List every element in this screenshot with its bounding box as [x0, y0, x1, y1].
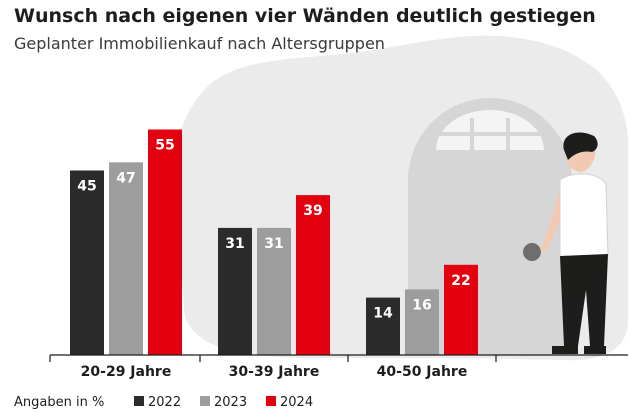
door-knob: [523, 243, 541, 261]
bar-2023-1: [257, 227, 291, 355]
category-label-0: 20-29 Jahre: [81, 364, 172, 380]
value-label-2022-2: 14: [373, 306, 393, 322]
legend-swatch-2024: [266, 396, 276, 406]
value-label-2022-0: 45: [77, 179, 96, 195]
category-label-2: 40-50 Jahre: [377, 364, 468, 380]
value-label-2023-1: 31: [264, 236, 283, 252]
value-label-2022-1: 31: [225, 236, 244, 252]
bar-2024-1: [296, 195, 330, 355]
bar-2023-0: [109, 162, 143, 355]
legend-items: 2022 2023 2024: [134, 395, 313, 410]
x-axis: [49, 354, 628, 362]
legend-label-2023: 2023: [214, 395, 247, 410]
chart-subtitle: Geplanter Immobilienkauf nach Altersgrup…: [14, 34, 385, 53]
legend-swatch-2022: [134, 396, 144, 406]
bar-2024-0: [148, 129, 182, 355]
value-labels-group: 45 47 55 31 31 39 14 16 22: [77, 138, 470, 322]
legend-title: Angaben in %: [14, 395, 104, 410]
value-label-2024-2: 22: [451, 273, 470, 289]
value-label-2024-1: 39: [303, 203, 322, 219]
value-label-2024-0: 55: [155, 138, 174, 154]
door-window: [436, 110, 544, 150]
value-label-2023-0: 47: [116, 170, 135, 186]
chart-title: Wunsch nach eigenen vier Wänden deutlich…: [14, 5, 596, 27]
bar-2022-0: [70, 170, 104, 355]
bar-2022-1: [218, 227, 252, 355]
category-labels-group: 20-29 Jahre 30-39 Jahre 40-50 Jahre: [81, 364, 468, 380]
legend-label-2022: 2022: [148, 395, 181, 410]
bars-group: [70, 129, 478, 355]
category-label-1: 30-39 Jahre: [229, 364, 320, 380]
legend-label-2024: 2024: [280, 395, 313, 410]
person-illustration: [540, 132, 609, 354]
bar-2022-2: [366, 297, 400, 355]
bar-2023-2: [405, 289, 439, 355]
bar-2024-2: [444, 264, 478, 355]
value-label-2023-2: 16: [412, 297, 431, 313]
legend: Angaben in % 2022 2023 2024: [14, 395, 313, 410]
legend-swatch-2023: [200, 396, 210, 406]
